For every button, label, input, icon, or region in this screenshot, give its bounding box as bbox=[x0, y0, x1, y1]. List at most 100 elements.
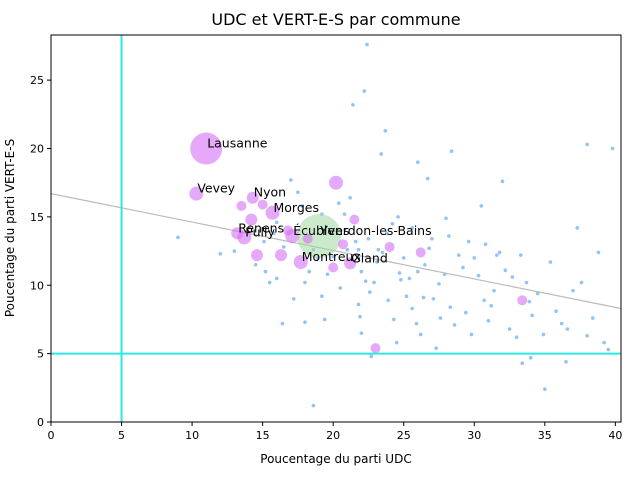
data-point bbox=[535, 291, 540, 296]
data-point bbox=[500, 179, 505, 184]
point-label: Pully bbox=[245, 224, 275, 239]
data-point bbox=[325, 272, 330, 277]
data-point bbox=[590, 316, 595, 320]
x-tick-label: 10 bbox=[185, 429, 199, 442]
data-point bbox=[530, 313, 534, 318]
data-point bbox=[466, 239, 471, 244]
data-point bbox=[257, 199, 268, 210]
x-tick-label: 35 bbox=[538, 429, 552, 442]
x-tick-label: 40 bbox=[608, 429, 622, 442]
y-tick-label: 20 bbox=[30, 143, 44, 156]
data-point bbox=[363, 279, 368, 283]
data-point bbox=[571, 288, 575, 293]
data-point bbox=[401, 256, 406, 260]
data-point bbox=[392, 317, 396, 322]
data-point bbox=[311, 403, 316, 408]
chart-title: UDC et VERT-E-S par commune bbox=[211, 10, 460, 29]
y-tick-label: 0 bbox=[37, 416, 44, 429]
data-point bbox=[416, 269, 420, 274]
data-point bbox=[434, 346, 438, 350]
data-point bbox=[528, 355, 533, 360]
data-point bbox=[610, 146, 615, 151]
data-point bbox=[300, 204, 304, 208]
data-point bbox=[483, 242, 488, 247]
data-point bbox=[554, 309, 558, 314]
y-axis: 0 5 10 15 20 25 bbox=[30, 74, 51, 429]
x-tick-label: 25 bbox=[397, 429, 411, 442]
data-point bbox=[322, 317, 327, 322]
data-point bbox=[438, 316, 443, 320]
data-point bbox=[337, 201, 341, 206]
data-point bbox=[486, 319, 491, 323]
point-label: Gland bbox=[351, 250, 388, 265]
point-label: Nyon bbox=[254, 185, 286, 200]
data-point bbox=[418, 332, 423, 337]
data-point bbox=[585, 142, 589, 147]
data-point-yverdon-les-bains bbox=[297, 214, 342, 259]
data-point bbox=[362, 89, 367, 93]
data-point bbox=[404, 294, 409, 298]
data-point bbox=[328, 262, 339, 273]
data-point bbox=[280, 321, 285, 326]
data-point bbox=[415, 247, 426, 258]
plot-frame bbox=[50, 34, 622, 423]
data-point bbox=[606, 347, 611, 352]
data-point bbox=[416, 160, 420, 164]
data-point bbox=[253, 262, 258, 267]
data-point bbox=[497, 250, 502, 255]
data-point bbox=[423, 262, 427, 267]
data-point bbox=[524, 280, 529, 285]
data-point bbox=[596, 250, 601, 255]
data-point bbox=[452, 323, 457, 327]
data-point-vevey bbox=[189, 186, 204, 201]
data-point bbox=[517, 295, 528, 306]
x-tick-label: 0 bbox=[48, 429, 55, 442]
data-point bbox=[444, 216, 448, 221]
data-point bbox=[351, 102, 355, 107]
data-point bbox=[430, 236, 434, 241]
y-tick-label: 10 bbox=[30, 279, 44, 292]
data-point bbox=[283, 225, 294, 236]
data-point bbox=[359, 269, 364, 274]
data-point bbox=[386, 298, 391, 303]
data-point bbox=[176, 235, 180, 240]
x-tick-label: 15 bbox=[256, 429, 270, 442]
data-point bbox=[519, 253, 523, 257]
data-point-morges bbox=[265, 205, 280, 220]
data-point bbox=[372, 280, 376, 285]
data-point bbox=[492, 288, 496, 293]
data-point-lausanne bbox=[190, 132, 223, 165]
data-point bbox=[495, 253, 499, 257]
data-point bbox=[236, 200, 247, 211]
data-point bbox=[250, 249, 263, 262]
data-point-montreux bbox=[293, 255, 308, 270]
data-point bbox=[262, 239, 266, 244]
data-point bbox=[476, 273, 481, 278]
data-point bbox=[369, 354, 374, 359]
data-point bbox=[394, 340, 399, 345]
data-point bbox=[263, 269, 268, 274]
data-point bbox=[456, 253, 461, 257]
data-point bbox=[448, 305, 453, 309]
data-point bbox=[291, 297, 296, 301]
data-point bbox=[329, 175, 343, 190]
data-point bbox=[338, 239, 349, 250]
data-point bbox=[370, 343, 381, 354]
data-point bbox=[585, 334, 589, 338]
x-axis-label: Poucentage du parti UDC bbox=[260, 452, 411, 466]
data-point bbox=[390, 221, 395, 226]
data-point bbox=[375, 260, 379, 264]
data-point bbox=[482, 298, 486, 303]
data-point bbox=[520, 361, 525, 365]
data-point bbox=[564, 360, 568, 364]
data-point bbox=[281, 245, 286, 249]
data-point bbox=[348, 195, 352, 200]
x-tick-label: 5 bbox=[118, 429, 125, 442]
data-point bbox=[380, 250, 385, 255]
data-point bbox=[602, 340, 606, 345]
data-point bbox=[274, 220, 279, 225]
data-point bbox=[289, 178, 293, 182]
data-point bbox=[218, 251, 223, 256]
data-point bbox=[421, 295, 426, 300]
data-point bbox=[479, 204, 484, 208]
